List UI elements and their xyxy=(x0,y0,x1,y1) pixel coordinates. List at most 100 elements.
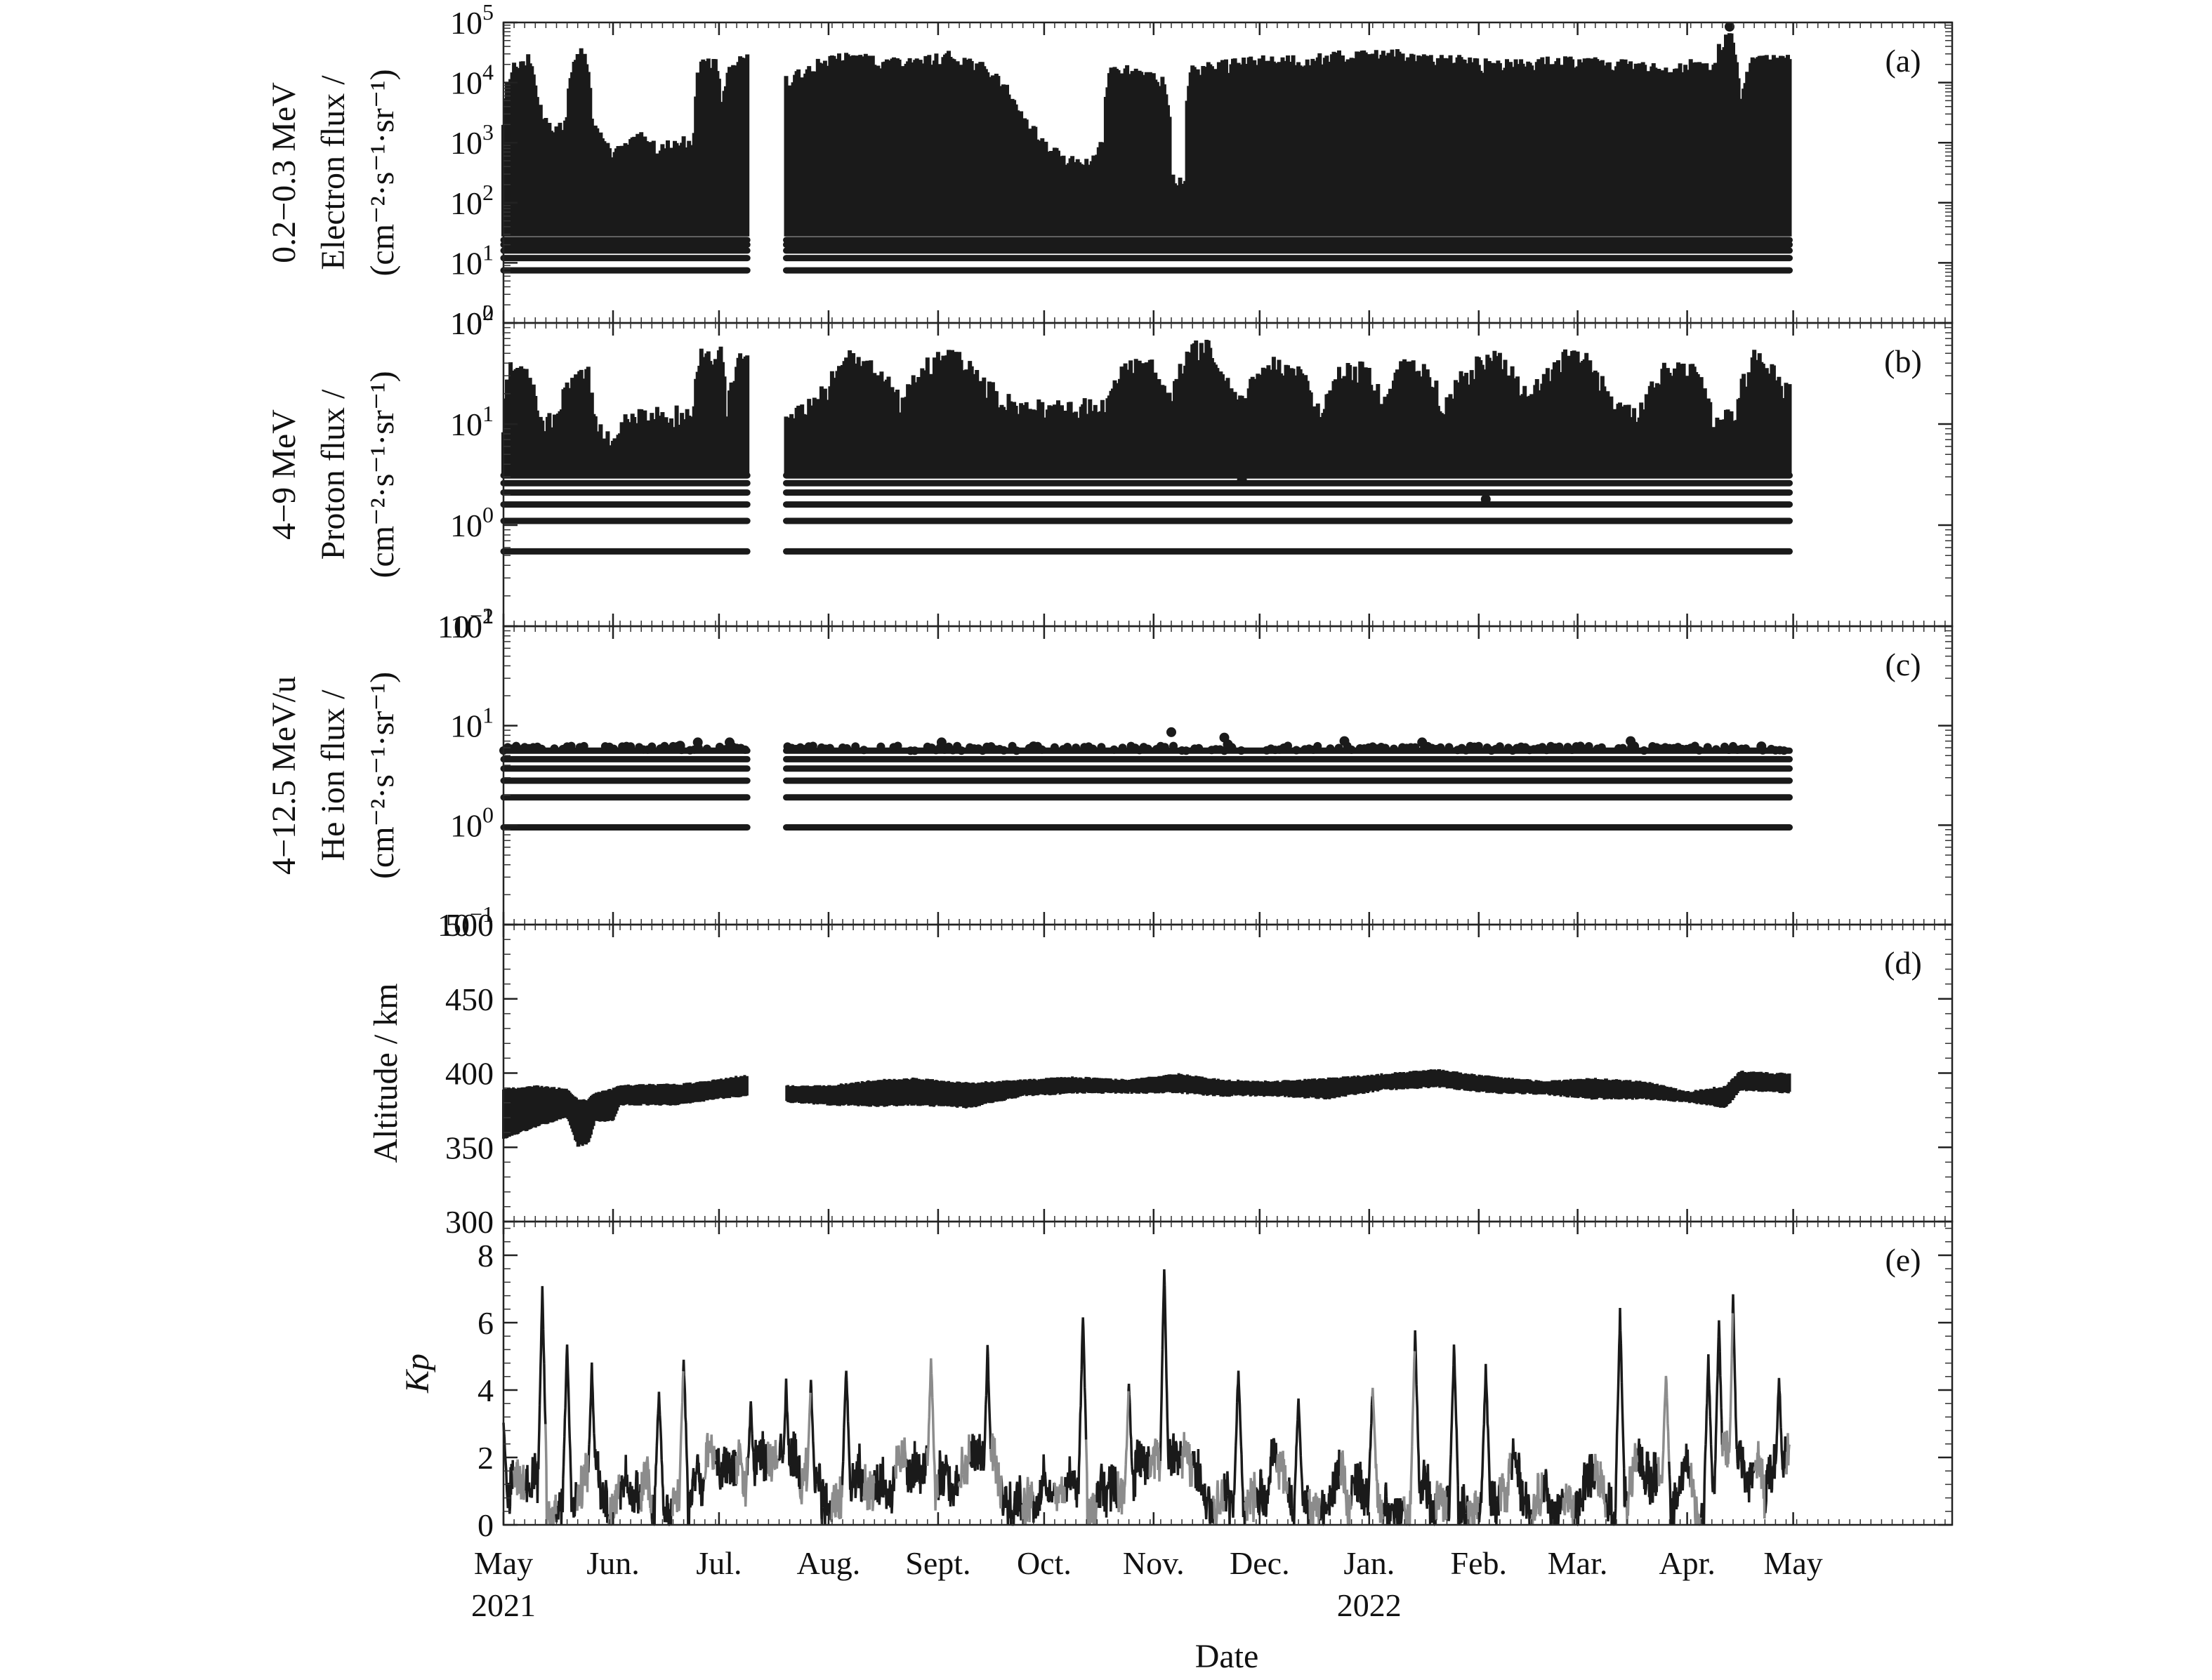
panel-e-y-label: Kp xyxy=(399,1354,436,1394)
he-point xyxy=(1347,745,1356,754)
panel-e-frame xyxy=(502,1220,1954,1526)
panel-b-y-unit: (cm⁻²·s⁻¹·sr⁻¹) xyxy=(364,371,401,578)
panel-e-letter: (e) xyxy=(1885,1242,1921,1278)
month-label-2: Jul. xyxy=(696,1545,742,1581)
y-tick-label-0: 0 xyxy=(478,1507,494,1543)
y-tick-label-2: 101 xyxy=(450,401,494,442)
he-point xyxy=(1088,744,1098,753)
y-tick-label-0: 10−1 xyxy=(437,901,494,943)
outlier-point-0 xyxy=(1237,475,1247,485)
he-point xyxy=(1334,743,1343,753)
x-axis-label: Date xyxy=(1195,1638,1259,1675)
he-point xyxy=(702,744,711,753)
he-point xyxy=(1160,743,1169,752)
outlier-point-5 xyxy=(1166,727,1176,737)
month-label-9: Feb. xyxy=(1451,1545,1508,1581)
kp-line xyxy=(502,1269,1787,1526)
he-point xyxy=(647,742,657,751)
he-point xyxy=(1444,743,1454,752)
he-point xyxy=(1037,745,1046,754)
y-tick-label-2: 400 xyxy=(445,1056,494,1092)
he-point xyxy=(1292,746,1301,755)
panel-c-energy-label: 4−12.5 MeV/u xyxy=(265,676,303,875)
month-label-0: May xyxy=(474,1545,533,1581)
y-tick-label-3: 6 xyxy=(478,1305,494,1341)
y-tick-label-1: 100 xyxy=(450,802,494,843)
he-point xyxy=(1381,743,1390,753)
he-point xyxy=(1584,742,1593,750)
y-tick-label-4: 8 xyxy=(478,1238,494,1274)
he-point xyxy=(1194,743,1204,753)
he-point xyxy=(1182,746,1191,755)
month-label-12: May xyxy=(1763,1545,1822,1581)
he-point xyxy=(1703,743,1712,752)
he-point xyxy=(843,744,852,753)
he-point xyxy=(1436,743,1445,752)
outlier-point-0 xyxy=(675,741,685,751)
he-point xyxy=(1742,744,1751,753)
month-label-10: Mar. xyxy=(1548,1545,1608,1581)
panel-c-y-unit: (cm⁻²·s⁻¹·sr⁻¹) xyxy=(364,672,401,879)
he-point xyxy=(1411,743,1420,752)
outlier-point-13 xyxy=(1756,741,1767,752)
panel-c-data xyxy=(499,727,1793,831)
panel-c-x-ticks xyxy=(502,626,1946,925)
y-tick-label-5: 105 xyxy=(450,0,494,41)
he-point xyxy=(626,742,636,751)
panel-a-y-unit: (cm⁻²·s⁻¹·sr⁻¹) xyxy=(364,69,401,276)
month-label-1: Jun. xyxy=(586,1545,639,1581)
panel-b-data xyxy=(500,340,1793,555)
panel-a-y-label: Electron flux / xyxy=(315,75,352,270)
month-label-4: Sept. xyxy=(905,1545,970,1581)
he-point xyxy=(1284,741,1292,750)
outlier-point-2 xyxy=(725,737,735,748)
he-point xyxy=(893,741,902,750)
he-point xyxy=(1779,746,1789,755)
he-point xyxy=(567,741,576,750)
panel-b-y-label: Proton flux / xyxy=(315,389,352,560)
he-point xyxy=(851,742,860,751)
panel-e-x-ticks xyxy=(502,1222,1946,1525)
panel-b-x-ticks xyxy=(502,323,1946,626)
he-point xyxy=(999,746,1008,755)
he-point xyxy=(1072,743,1081,753)
panel-c-frame xyxy=(502,625,1954,926)
month-label-5: Oct. xyxy=(1017,1545,1072,1581)
outlier-point-9 xyxy=(1339,736,1350,746)
panel-a: 100 101 102 103 104 105 (a) 0.2−0.3 MeV Electron… xyxy=(265,0,1954,341)
he-point xyxy=(579,741,588,750)
he-point xyxy=(1694,746,1704,755)
he-point xyxy=(550,744,559,753)
y-tick-label-1: 2 xyxy=(478,1440,494,1476)
outlier-point-4 xyxy=(1028,741,1039,752)
kp-line-grey xyxy=(512,1313,1791,1526)
panel-b: 10−1 100 101 102 (b) 4−9 MeV Proton flux / (cm⁻… xyxy=(265,300,1954,644)
panel-a-energy-label: 0.2−0.3 MeV xyxy=(265,82,303,263)
y-tick-label-0: 100 xyxy=(450,300,494,341)
outlier-point-1 xyxy=(1480,494,1491,505)
panel-d-y-label: Altitude / km xyxy=(367,984,404,1163)
panel-b-energy-label: 4−9 MeV xyxy=(265,409,303,540)
y-tick-label-2: 102 xyxy=(450,180,494,221)
panel-c: 10−1 100 101 102 (c) 4−12.5 MeV/u He ion flux … xyxy=(265,603,1954,943)
he-point xyxy=(1474,741,1483,750)
y-tick-label-1: 101 xyxy=(450,239,494,281)
flux-columns xyxy=(501,33,1792,237)
panels-group: 100 101 102 103 104 105 (a) 0.2−0.3 MeV Electron… xyxy=(265,0,1954,1543)
he-point xyxy=(1555,742,1564,751)
he-point xyxy=(1711,745,1720,754)
he-point xyxy=(1619,743,1627,753)
outlier-point-10 xyxy=(1417,737,1428,748)
panel-a-letter: (a) xyxy=(1885,43,1921,79)
month-label-3: Aug. xyxy=(797,1545,861,1581)
he-point xyxy=(1050,743,1059,752)
panel-e-data xyxy=(502,1269,1791,1526)
minor-ticks xyxy=(503,925,1946,1222)
he-point xyxy=(825,743,834,753)
he-point xyxy=(860,746,869,755)
panel-c-y-axis: 10−1 100 101 102 xyxy=(437,603,1952,943)
flux-columns xyxy=(501,340,1792,474)
he-point xyxy=(910,746,919,755)
he-point xyxy=(741,745,750,754)
